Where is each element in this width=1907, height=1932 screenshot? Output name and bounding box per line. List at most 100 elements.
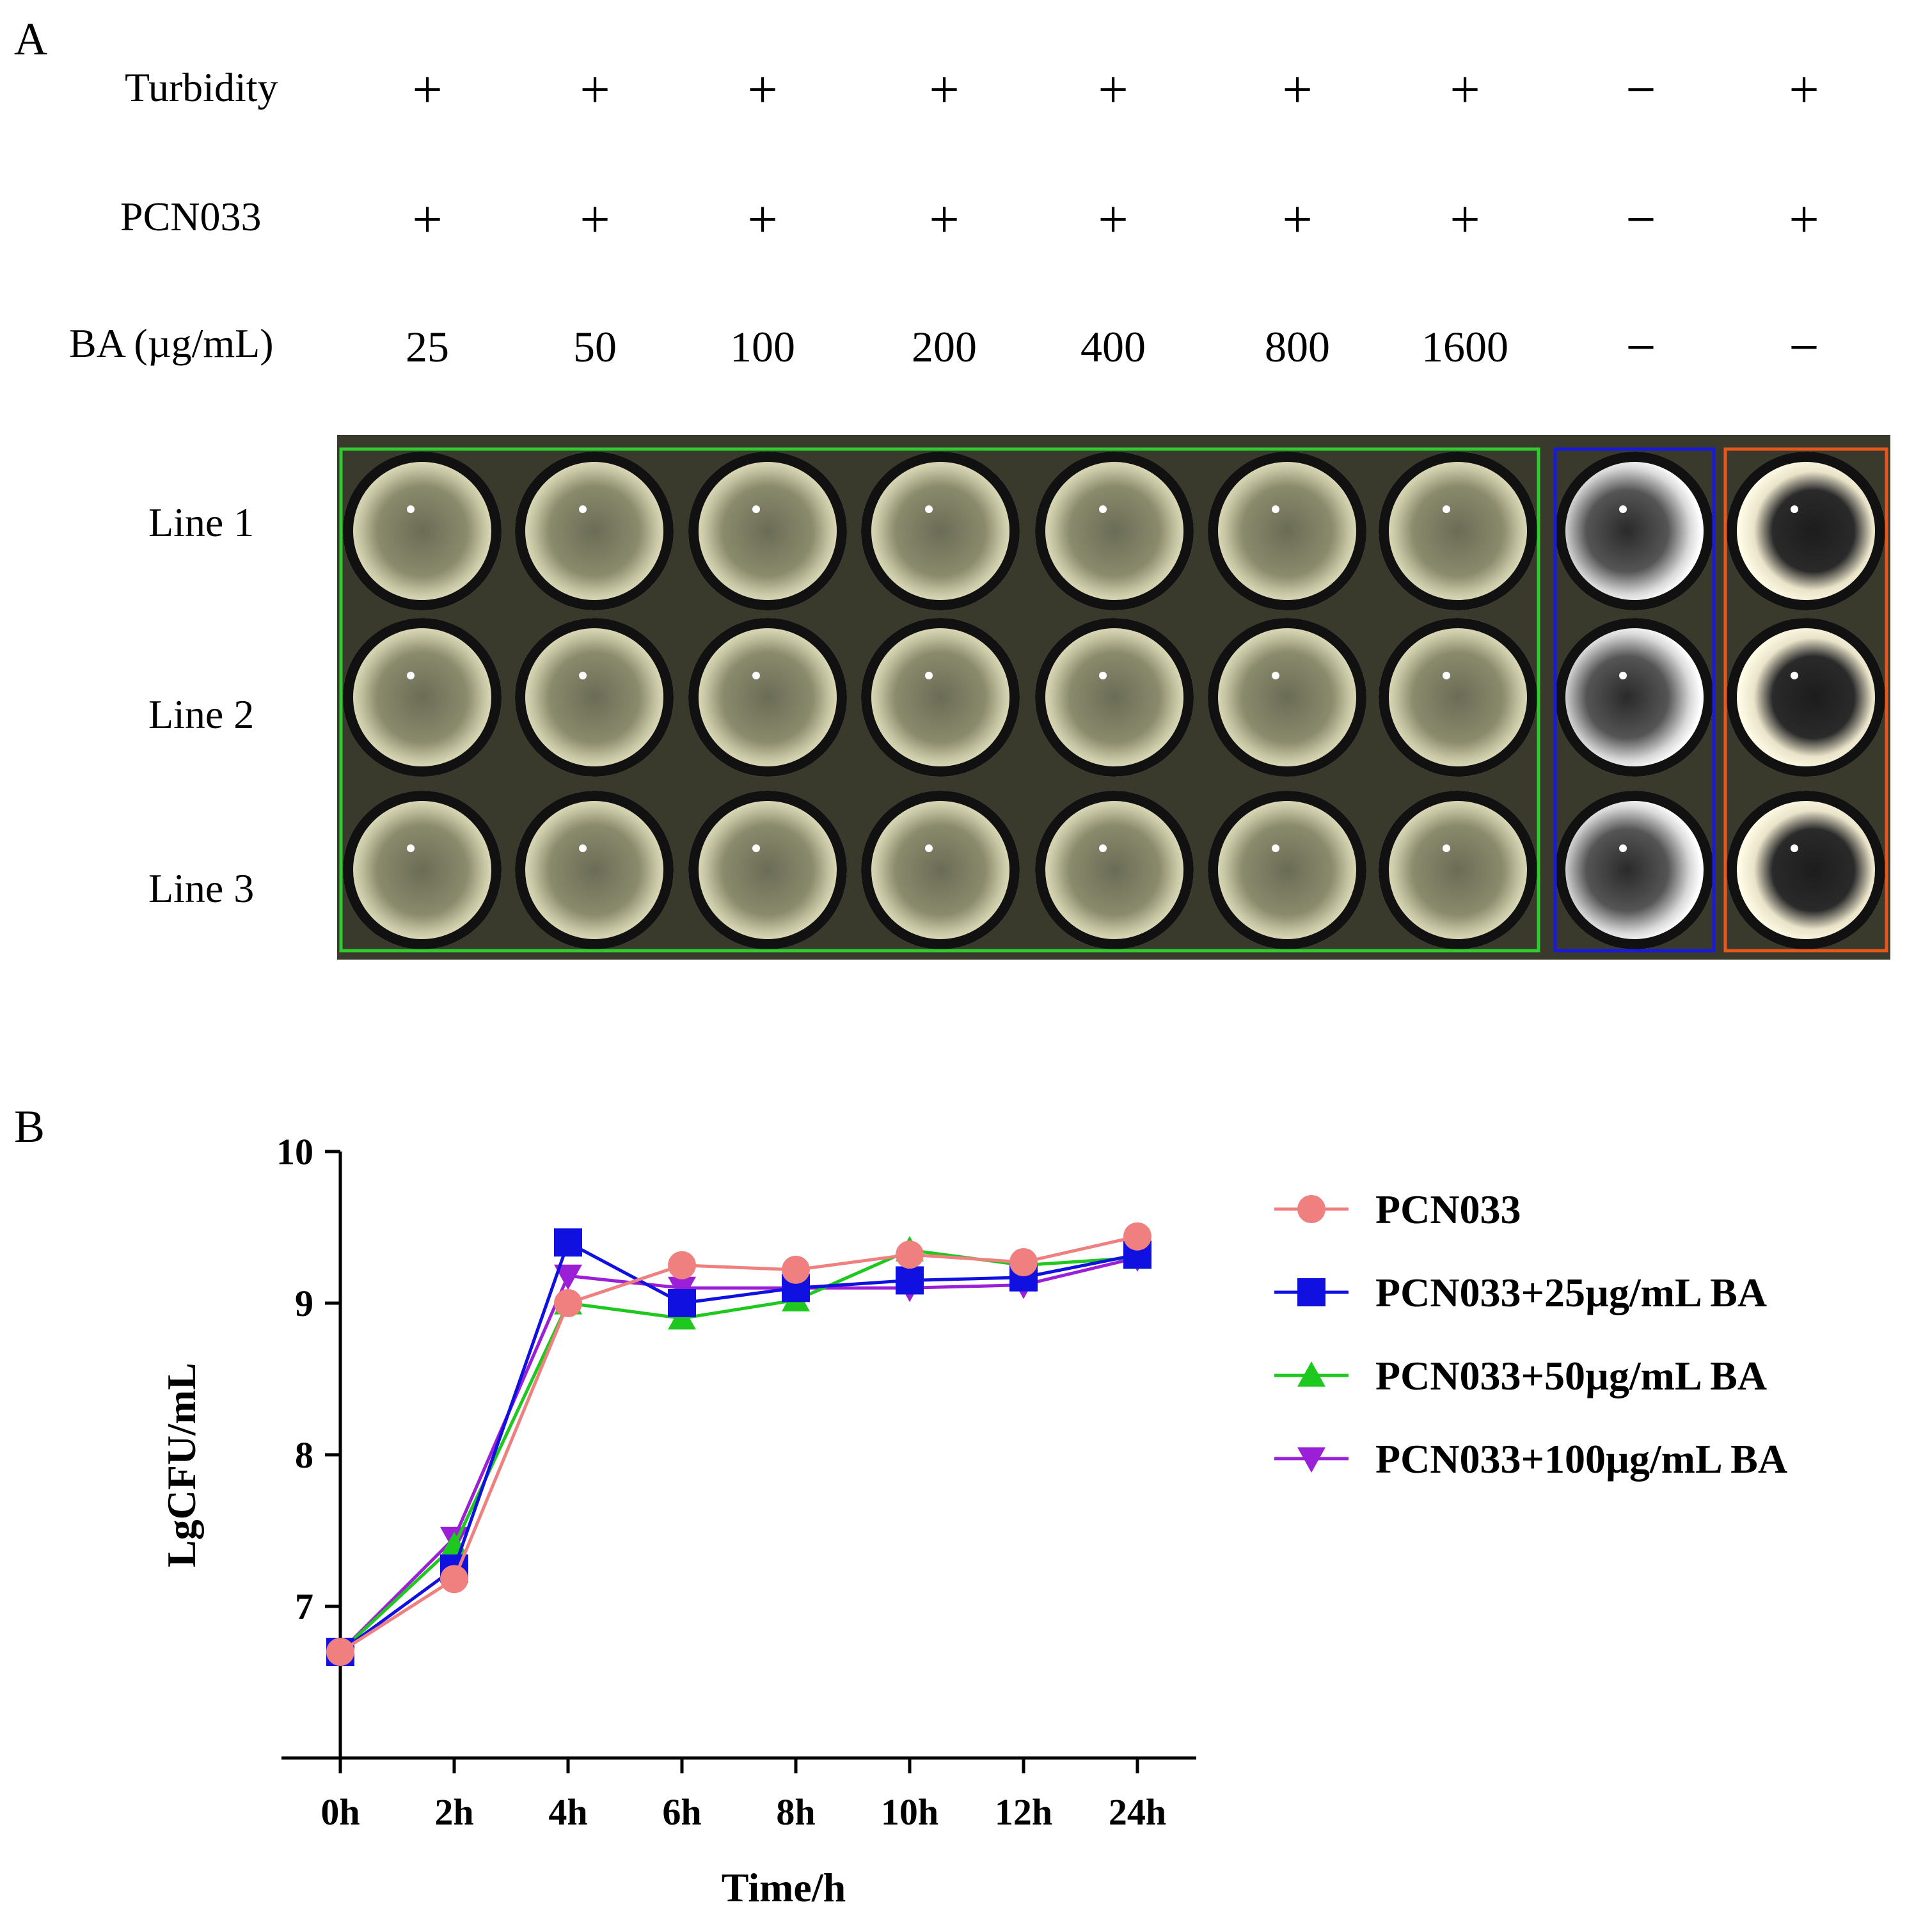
cell-ba-4: 200 <box>912 322 977 371</box>
cell-pcn033-9: + <box>1789 190 1819 249</box>
series-line <box>339 1235 1138 1654</box>
line-label-1: Line 1 <box>148 500 255 545</box>
negative-control-box <box>1553 447 1716 953</box>
well <box>1035 618 1194 777</box>
cell-pcn033-8: − <box>1626 190 1656 249</box>
legend-label: PCN033+100µg/mL BA <box>1375 1436 1787 1482</box>
series-line <box>339 1248 1138 1653</box>
cell-ba-5: 400 <box>1080 322 1146 371</box>
cell-turbidity-4: + <box>929 60 960 120</box>
well <box>515 452 674 610</box>
data-point <box>554 1289 582 1317</box>
legend-marker <box>1297 1361 1325 1387</box>
data-point <box>554 1228 582 1257</box>
cell-pcn033-1: + <box>412 190 443 249</box>
legend-marker <box>1297 1195 1325 1223</box>
x-tick-label: 0h <box>320 1791 360 1833</box>
x-tick-label: 2h <box>434 1791 473 1833</box>
well <box>1208 618 1366 777</box>
well <box>515 618 674 777</box>
well <box>1379 791 1537 949</box>
cell-turbidity-6: + <box>1282 60 1313 120</box>
x-tick-label: 12h <box>995 1791 1052 1833</box>
y-tick-label: 8 <box>295 1434 313 1476</box>
legend-item: PCN033+50µg/mL BA <box>1274 1353 1767 1398</box>
well <box>1727 452 1885 610</box>
positive-control-box <box>1723 447 1888 953</box>
well <box>1727 618 1885 777</box>
data-point <box>896 1266 924 1295</box>
well-plate-photo <box>337 435 1890 960</box>
row-label-turbidity: Turbidity <box>125 65 278 110</box>
growth-curve-chart: 7 8 9 10 0h 2h 4h 6h 8h 10h 12h 24h Time/h LgCFU/mL PC… <box>159 1131 1787 1910</box>
cell-ba-1: 25 <box>406 322 449 371</box>
cell-ba-9: − <box>1789 318 1819 377</box>
cell-ba-2: 50 <box>573 322 617 371</box>
line-label-3: Line 3 <box>148 866 255 911</box>
well <box>1555 452 1714 610</box>
data-point <box>554 1264 582 1290</box>
well <box>1035 791 1194 949</box>
x-tick-label: 24h <box>1109 1791 1166 1833</box>
well <box>688 791 847 949</box>
line-label-2: Line 2 <box>148 692 255 737</box>
y-tick-label: 7 <box>295 1586 313 1627</box>
well <box>1379 452 1537 610</box>
well <box>343 791 502 949</box>
cell-pcn033-4: + <box>929 190 960 249</box>
legend-item: PCN033 <box>1274 1187 1521 1232</box>
data-point <box>896 1240 924 1269</box>
legend-marker <box>1297 1278 1325 1306</box>
well <box>1379 618 1537 777</box>
y-tick-label: 10 <box>276 1131 313 1173</box>
cell-turbidity-8: − <box>1626 60 1656 120</box>
x-axis-label: Time/h <box>722 1865 846 1910</box>
cell-ba-3: 100 <box>730 322 795 371</box>
well <box>861 452 1020 610</box>
x-tick-label: 10h <box>881 1791 938 1833</box>
series-line <box>339 1240 1138 1654</box>
cell-pcn033-7: + <box>1450 190 1480 249</box>
cell-pcn033-3: + <box>747 190 778 249</box>
cell-turbidity-2: + <box>580 60 610 120</box>
legend-label: PCN033+50µg/mL BA <box>1375 1353 1767 1398</box>
well <box>1555 791 1714 949</box>
legend-item: PCN033+25µg/mL BA <box>1274 1270 1767 1315</box>
legend-item: PCN033+100µg/mL BA <box>1274 1436 1787 1482</box>
data-point <box>668 1289 696 1317</box>
series-line <box>339 1256 1138 1653</box>
legend-label: PCN033+25µg/mL BA <box>1375 1270 1767 1315</box>
series-square <box>326 1228 1151 1667</box>
x-tick-label: 8h <box>776 1791 815 1833</box>
well <box>515 791 674 949</box>
well <box>1727 791 1885 949</box>
panel-a-label: A <box>14 13 47 65</box>
series-triangle-up <box>326 1236 1151 1663</box>
data-point <box>1009 1248 1038 1277</box>
x-tick-label: 6h <box>662 1791 701 1833</box>
row-label-ba: BA (µg/mL) <box>69 321 274 366</box>
cell-pcn033-2: + <box>580 190 610 249</box>
well <box>1208 791 1366 949</box>
legend-label: PCN033 <box>1375 1187 1521 1232</box>
turbid-wells-box <box>339 447 1540 953</box>
cell-pcn033-5: + <box>1098 190 1128 249</box>
cell-turbidity-1: + <box>412 60 443 120</box>
data-point <box>440 1565 468 1594</box>
legend-marker <box>1297 1447 1325 1473</box>
data-point <box>782 1255 810 1284</box>
cell-pcn033-6: + <box>1282 190 1313 249</box>
cell-turbidity-7: + <box>1450 60 1480 120</box>
cell-ba-7: 1600 <box>1421 322 1508 371</box>
cell-turbidity-3: + <box>747 60 778 120</box>
cell-ba-6: 800 <box>1265 322 1330 371</box>
well <box>688 452 847 610</box>
well <box>1208 452 1366 610</box>
well <box>343 618 502 777</box>
well <box>688 618 847 777</box>
cell-ba-8: − <box>1626 318 1656 377</box>
data-point <box>1123 1222 1151 1251</box>
data-point <box>326 1638 354 1667</box>
cell-turbidity-5: + <box>1098 60 1128 120</box>
well <box>343 452 502 610</box>
